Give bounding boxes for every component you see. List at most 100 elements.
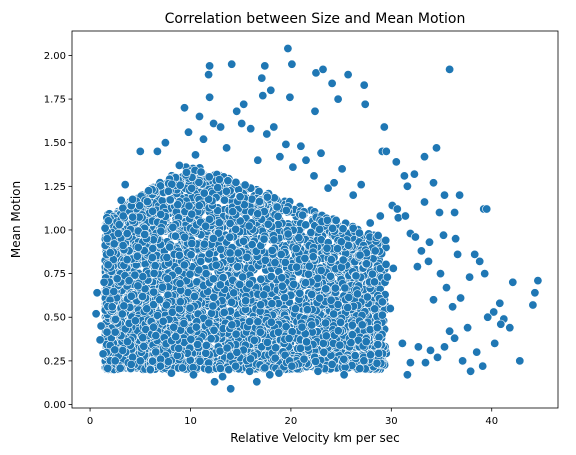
data-point: [283, 43, 293, 53]
y-tick-label: 0.75: [44, 269, 66, 280]
data-point: [339, 370, 349, 380]
data-point: [402, 370, 412, 380]
data-point: [455, 190, 465, 200]
data-point: [208, 301, 218, 311]
data-point: [132, 251, 142, 261]
data-point: [355, 250, 365, 260]
data-point: [439, 342, 449, 352]
data-point: [270, 353, 280, 363]
data-point: [180, 103, 190, 113]
data-point: [285, 92, 295, 102]
data-point: [149, 287, 159, 297]
data-point: [256, 300, 266, 310]
data-point: [187, 239, 197, 249]
data-point: [117, 309, 127, 319]
data-point: [410, 232, 420, 242]
data-point: [162, 253, 172, 263]
data-point: [388, 263, 398, 273]
data-point: [149, 268, 159, 278]
data-point: [191, 322, 201, 332]
data-point: [413, 342, 423, 352]
data-point: [113, 229, 123, 239]
plot-frame: [71, 30, 559, 409]
data-point: [330, 283, 340, 293]
data-point: [361, 259, 371, 269]
data-point: [266, 271, 276, 281]
data-point: [215, 280, 225, 290]
data-point: [496, 319, 506, 329]
data-point: [96, 321, 106, 331]
data-point: [163, 186, 173, 196]
data-point: [214, 218, 224, 228]
data-point: [290, 304, 300, 314]
data-point: [431, 143, 441, 153]
data-point: [281, 322, 291, 332]
data-point: [277, 273, 287, 283]
data-point: [445, 326, 455, 336]
data-point: [222, 343, 232, 353]
data-point: [322, 215, 332, 225]
data-point: [138, 333, 148, 343]
data-point: [480, 269, 490, 279]
data-point: [216, 122, 226, 132]
data-point: [333, 94, 343, 104]
data-point: [133, 242, 143, 252]
data-point: [105, 248, 115, 258]
data-point: [466, 366, 476, 376]
data-point: [323, 183, 333, 193]
data-point: [326, 255, 336, 265]
data-point: [420, 358, 430, 368]
data-point: [155, 295, 165, 305]
data-point: [372, 358, 382, 368]
data-point: [392, 204, 402, 214]
y-tick-label: 0.50: [44, 313, 66, 324]
data-point: [354, 228, 364, 238]
data-point: [227, 59, 237, 69]
data-point: [294, 233, 304, 243]
data-point: [304, 261, 314, 271]
data-point: [242, 252, 252, 262]
data-point: [151, 331, 161, 341]
points-layer: [91, 43, 543, 394]
data-point: [213, 183, 223, 193]
data-point: [367, 269, 377, 279]
data-point: [187, 183, 197, 193]
data-point: [118, 345, 128, 355]
data-point: [318, 338, 328, 348]
data-point: [239, 99, 249, 109]
data-point: [453, 249, 463, 259]
data-point: [225, 232, 235, 242]
data-point: [168, 222, 178, 232]
data-point: [246, 124, 256, 134]
data-point: [214, 175, 224, 185]
data-point: [482, 204, 492, 214]
data-point: [381, 235, 391, 245]
data-point: [292, 262, 302, 272]
data-point: [103, 363, 113, 373]
data-point: [238, 272, 248, 282]
data-point: [209, 325, 219, 335]
data-point: [150, 261, 160, 271]
data-point: [327, 359, 337, 369]
data-point: [92, 288, 102, 298]
data-point: [153, 310, 163, 320]
data-point: [329, 309, 339, 319]
y-axis-label: Mean Motion: [9, 181, 23, 258]
data-point: [273, 211, 283, 221]
data-point: [369, 277, 379, 287]
data-point: [270, 258, 280, 268]
data-point: [185, 269, 195, 279]
data-point: [302, 305, 312, 315]
data-point: [343, 303, 353, 313]
data-point: [266, 317, 276, 327]
x-tick-label: 40: [485, 416, 498, 427]
data-point: [160, 138, 170, 148]
data-point: [244, 221, 254, 231]
data-point: [191, 150, 201, 160]
data-point: [225, 248, 235, 258]
data-point: [118, 211, 128, 221]
data-point: [174, 160, 184, 170]
data-point: [271, 343, 281, 353]
data-point: [338, 224, 348, 234]
data-point: [321, 331, 331, 341]
